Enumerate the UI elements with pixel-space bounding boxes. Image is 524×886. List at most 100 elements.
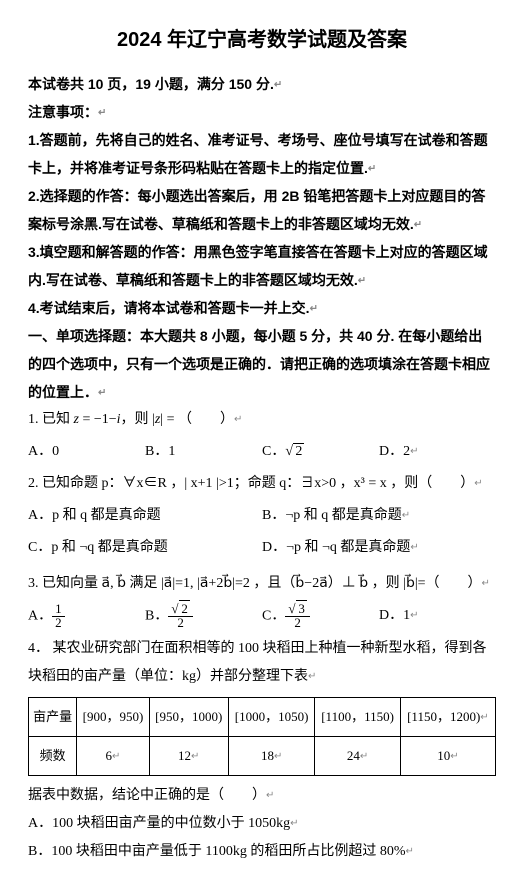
return-mark: ↵ <box>191 751 199 762</box>
sqrt-icon: 2 <box>285 438 304 466</box>
q4-a-text: A．100 块稻田亩产量的中位数小于 1050kg <box>28 816 290 831</box>
question-3: 3. 已知向量 a⃗, b⃗ 满足 |a⃗|=1, |a⃗+2b⃗|=2 ，且（… <box>28 570 496 598</box>
return-mark: ↵ <box>266 789 274 800</box>
q2-b-text: B．¬p 和 q 都是真命题 <box>262 508 402 523</box>
q2-stem: 2. 已知命题 p：∀x∈R ，| x+1 |>1；命题 q：∃x>0 ，x³ … <box>28 476 474 491</box>
note-4-text: 4.考试结束后，请将本试卷和答题卡一并上交. <box>28 300 310 316</box>
q2-a-text: A．p 和 q 都是真命题 <box>28 508 161 523</box>
page-title: 2024 年辽宁高考数学试题及答案 <box>28 20 496 60</box>
return-mark: ↵ <box>98 387 106 398</box>
return-mark: ↵ <box>112 751 120 762</box>
note-1: 1.答题前，先将自己的姓名、准考证号、考场号、座位号填写在试卷和答题卡上，并将准… <box>28 126 496 182</box>
q3-b-pre: B． <box>145 609 168 624</box>
return-mark: ↵ <box>450 751 458 762</box>
q2-opt-c: C．p 和 ¬q 都是真命题 <box>28 534 262 562</box>
q3-c-num: 3 <box>285 601 310 617</box>
return-mark: ↵ <box>480 712 488 723</box>
fraction-icon: 12 <box>52 602 65 631</box>
q3-b-num: 2 <box>168 601 193 617</box>
q3-opt-a: A．12 <box>28 602 145 631</box>
q3-a-den: 2 <box>52 615 65 630</box>
cell-text: 10 <box>437 748 450 763</box>
q4-table: 亩产量 [900，950) [950，1000) [1000，1050) [11… <box>28 697 496 776</box>
q4-b-text: B．100 块稻田中亩产量低于 1100kg 的稻田所占比例超过 80% <box>28 844 405 859</box>
return-mark: ↵ <box>474 478 482 489</box>
section-1-heading: 一、单项选择题：本大题共 8 小题，每小题 5 分，共 40 分. 在每小题给出… <box>28 322 496 406</box>
note-3: 3.填空题和解答题的作答：用黑色签字笔直接答在答题卡上对应的答题区域内.写在试卷… <box>28 238 496 294</box>
notes-heading-text: 注意事项： <box>28 104 98 120</box>
table-cell: [1000，1050) <box>228 697 314 736</box>
question-4: 4． 某农业研究部门在面积相等的 100 块稻田上种植一种新型水稻，得到各块稻田… <box>28 635 496 691</box>
table-cell: [1100，1150) <box>315 697 400 736</box>
q1-post: | = （ ） <box>160 412 234 427</box>
return-mark: ↵ <box>290 817 298 828</box>
question-1: 1. 已知 z = −1−i，则 |z| = （ ）↵ <box>28 406 496 434</box>
table-header-freq: 频数 <box>29 736 77 775</box>
q2-options: A．p 和 q 都是真命题 B．¬p 和 q 都是真命题↵ C．p 和 ¬q 都… <box>28 502 496 566</box>
q3-d-text: D．1 <box>379 608 410 623</box>
sqrt-icon: 3 <box>288 602 307 616</box>
return-mark: ↵ <box>358 275 366 286</box>
intro-text: 本试卷共 10 页，19 小题，满分 150 分. <box>28 76 274 92</box>
fraction-icon: 32 <box>285 602 310 631</box>
notes-heading: 注意事项：↵ <box>28 98 496 126</box>
q1-opt-d: D．2↵ <box>379 438 496 466</box>
table-cell: 12↵ <box>149 736 228 775</box>
table-row: 亩产量 [900，950) [950，1000) [1000，1050) [11… <box>29 697 496 736</box>
q3-c-den: 2 <box>291 615 304 630</box>
table-cell: [950，1000) <box>149 697 228 736</box>
return-mark: ↵ <box>410 542 418 553</box>
table-cell: 18↵ <box>228 736 314 775</box>
q4-after-text: 据表中数据，结论中正确的是（ ） <box>28 788 266 803</box>
return-mark: ↵ <box>368 163 376 174</box>
q2-opt-b: B．¬p 和 q 都是真命题↵ <box>262 502 496 530</box>
q4-after: 据表中数据，结论中正确的是（ ）↵ <box>28 782 496 810</box>
table-cell: 10↵ <box>400 736 495 775</box>
q3-opt-d: D．1↵ <box>379 602 496 631</box>
note-4: 4.考试结束后，请将本试卷和答题卡一并上交.↵ <box>28 294 496 322</box>
cell-text: 24 <box>347 748 360 763</box>
table-cell: [1150，1200)↵ <box>400 697 495 736</box>
return-mark: ↵ <box>98 107 106 118</box>
cell-text: 18 <box>261 748 274 763</box>
q1-opt-b: B．1 <box>145 438 262 466</box>
q3-b-den: 2 <box>174 615 187 630</box>
return-mark: ↵ <box>308 670 316 681</box>
return-mark: ↵ <box>274 751 282 762</box>
q3-a-pre: A． <box>28 609 52 624</box>
q4-stem: 4． 某农业研究部门在面积相等的 100 块稻田上种植一种新型水稻，得到各块稻田… <box>28 641 487 684</box>
q3-c-rad: 3 <box>296 600 307 616</box>
return-mark: ↵ <box>410 446 418 457</box>
fraction-icon: 22 <box>168 602 193 631</box>
return-mark: ↵ <box>482 578 490 589</box>
return-mark: ↵ <box>360 751 368 762</box>
q1-opt-c: C．2 <box>262 438 379 466</box>
q2-d-text: D．¬p 和 ¬q 都是真命题 <box>262 540 410 555</box>
intro-line: 本试卷共 10 页，19 小题，满分 150 分.↵ <box>28 70 496 98</box>
table-header-yield: 亩产量 <box>29 697 77 736</box>
cell-text: [1150，1200) <box>407 709 480 724</box>
table-cell: 24↵ <box>315 736 400 775</box>
return-mark: ↵ <box>402 510 410 521</box>
return-mark: ↵ <box>274 79 282 90</box>
q1-opt-a: A．0 <box>28 438 145 466</box>
question-2: 2. 已知命题 p：∀x∈R ，| x+1 |>1；命题 q：∃x>0 ，x³ … <box>28 470 496 498</box>
q3-options: A．12 B．22 C．32 D．1↵ <box>28 602 496 631</box>
return-mark: ↵ <box>405 845 413 856</box>
cell-text: 12 <box>178 748 191 763</box>
q1-pre: 1. 已知 <box>28 412 74 427</box>
return-mark: ↵ <box>234 414 242 425</box>
q1-options: A．0 B．1 C．2 D．2↵ <box>28 438 496 466</box>
return-mark: ↵ <box>410 610 418 621</box>
sqrt-icon: 2 <box>171 602 190 616</box>
note-2: 2.选择题的作答：每小题选出答案后，用 2B 铅笔把答题卡上对应题目的答案标号涂… <box>28 182 496 238</box>
q1-c-pre: C． <box>262 444 285 459</box>
return-mark: ↵ <box>414 219 422 230</box>
table-row: 频数 6↵ 12↵ 18↵ 24↵ 10↵ <box>29 736 496 775</box>
note-1-text: 1.答题前，先将自己的姓名、准考证号、考场号、座位号填写在试卷和答题卡上，并将准… <box>28 132 488 176</box>
note-3-text: 3.填空题和解答题的作答：用黑色签字笔直接答在答题卡上对应的答题区域内.写在试卷… <box>28 244 488 288</box>
q2-opt-a: A．p 和 q 都是真命题 <box>28 502 262 530</box>
q1-d-text: D．2 <box>379 444 410 459</box>
table-cell: [900，950) <box>77 697 149 736</box>
q3-c-pre: C． <box>262 609 285 624</box>
